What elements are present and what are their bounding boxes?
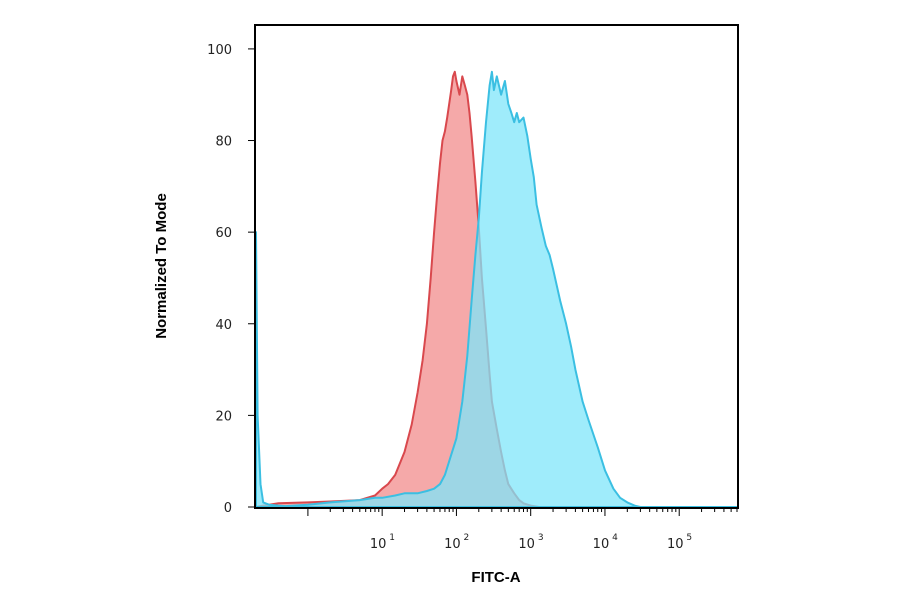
y-axis-ticks: 0 20 40 60 80 100	[207, 43, 255, 516]
y-axis-title: Normalized To Mode	[153, 193, 170, 339]
series-layer	[255, 70, 738, 508]
x-tick-exponent: 3	[538, 533, 544, 543]
y-tick-label: 20	[215, 409, 232, 424]
y-tick-label: 80	[215, 135, 232, 150]
y-tick-label: 100	[207, 43, 232, 58]
y-tick-label: 0	[224, 501, 232, 516]
x-tick-label: 10	[518, 537, 535, 552]
x-tick-exponent: 4	[612, 533, 618, 543]
x-tick-exponent: 2	[464, 533, 470, 543]
y-tick-label: 60	[215, 226, 232, 241]
x-axis-title: FITC-A	[471, 569, 520, 586]
x-tick-label: 10	[370, 537, 387, 552]
x-tick-label: 10	[593, 537, 610, 552]
x-tick-label: 10	[444, 537, 461, 552]
x-tick-label: 10	[667, 537, 684, 552]
plot-frame	[254, 24, 739, 509]
x-tick-exponent: 1	[389, 533, 395, 543]
x-tick-exponent: 5	[686, 533, 692, 543]
x-axis-ticks: 10 1 10 2 10 3 10 4 10 5	[307, 508, 738, 552]
y-tick-label: 40	[215, 318, 232, 333]
series-2-area	[255, 70, 738, 508]
